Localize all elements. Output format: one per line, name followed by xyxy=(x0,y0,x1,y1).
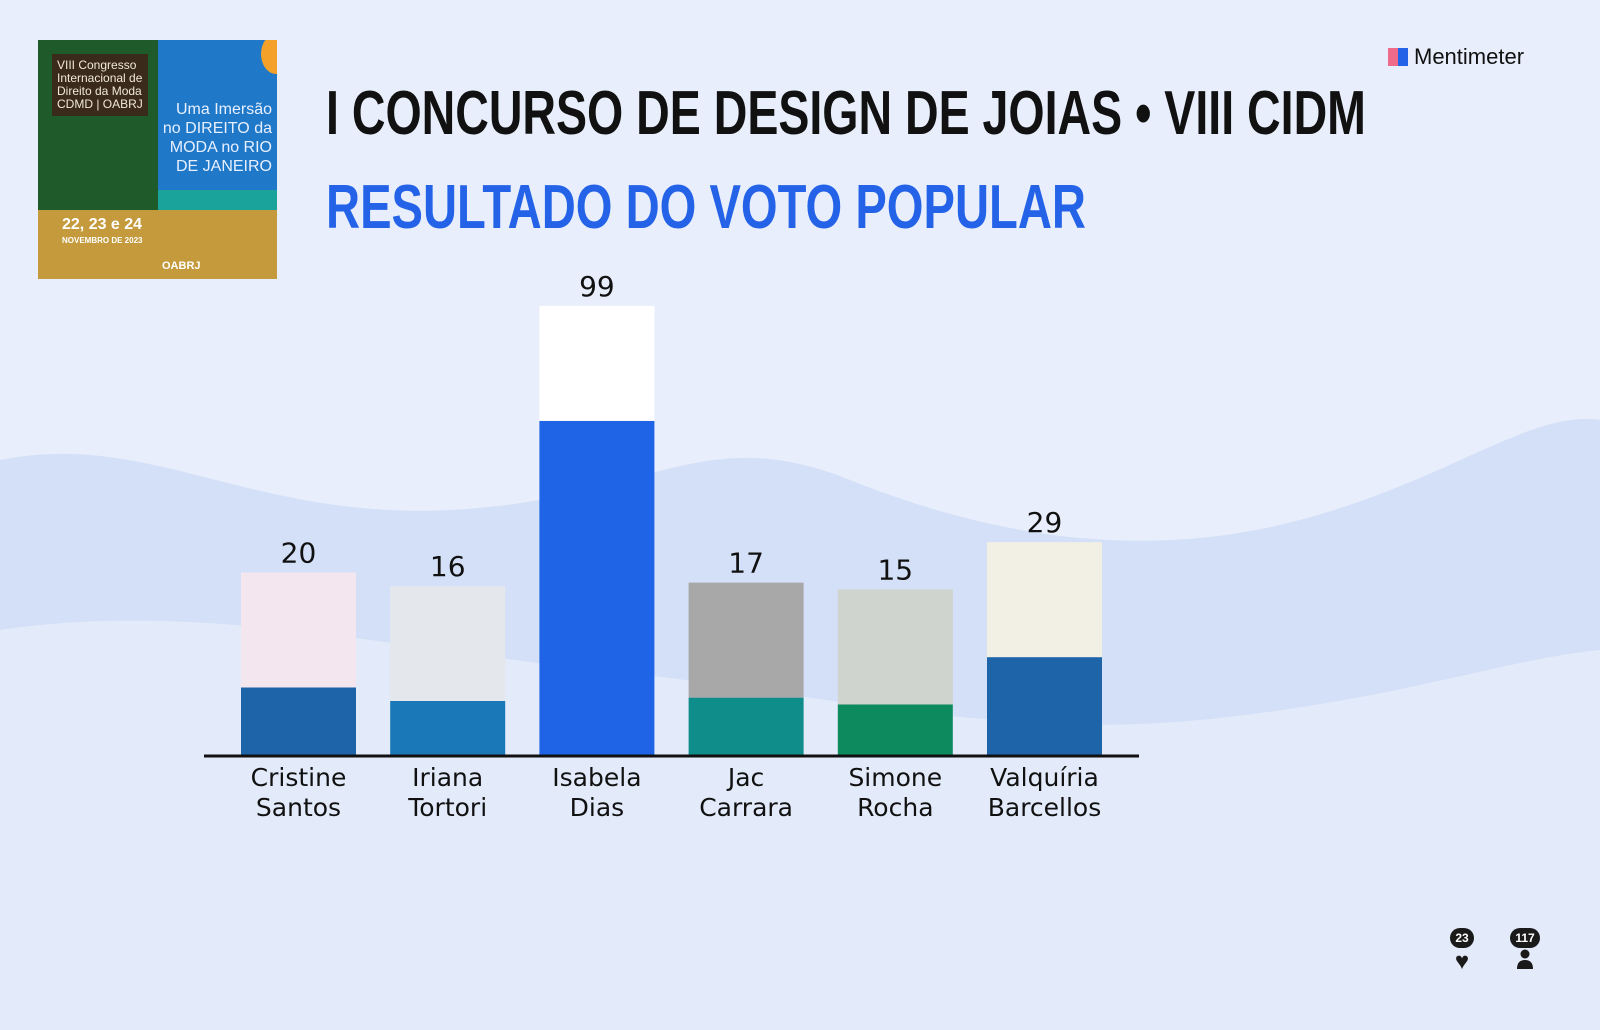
category-label: Cristine xyxy=(251,763,347,792)
bar-image xyxy=(837,589,953,705)
bar-image xyxy=(688,582,804,698)
page-title: I CONCURSO DE DESIGN DE JOIAS • VIII CID… xyxy=(326,79,1366,148)
reactions-count: 23 xyxy=(1450,928,1474,948)
category-label: Valquíria xyxy=(990,763,1099,792)
poster-org: OABRJ xyxy=(162,260,201,272)
category-label: Simone xyxy=(848,763,942,792)
brand-name: Mentimeter xyxy=(1414,44,1525,69)
category-label: Rocha xyxy=(857,793,933,822)
category-label: Dias xyxy=(570,793,625,822)
bar xyxy=(241,687,356,755)
category-label: Isabela xyxy=(552,763,641,792)
poster-title: VIII Congresso Internacional de Direito … xyxy=(52,54,148,116)
category-label: Iriana xyxy=(412,763,483,792)
bar-image xyxy=(390,586,506,701)
event-poster: VIII Congresso Internacional de Direito … xyxy=(38,40,277,279)
bar-image xyxy=(987,542,1102,658)
poster-tagline: Uma Imersão no DIREITO da MODA no RIO DE… xyxy=(162,101,272,175)
heart-icon: ♥ xyxy=(1454,948,1470,975)
bar-image xyxy=(539,305,655,421)
value-label: 29 xyxy=(1027,506,1063,539)
mentimeter-logo: Mentimeter xyxy=(1388,44,1524,70)
category-label: Santos xyxy=(256,793,341,822)
bar xyxy=(539,420,655,755)
bar xyxy=(987,657,1102,755)
category-label: Jac xyxy=(726,763,764,792)
mentimeter-logo-icon xyxy=(1388,48,1408,66)
reactions-counter[interactable]: 23 ♥ xyxy=(1440,928,1484,976)
bar-image xyxy=(241,572,356,688)
value-label: 20 xyxy=(281,537,317,570)
category-label: Barcellos xyxy=(988,793,1102,822)
bar xyxy=(688,697,804,755)
person-icon xyxy=(1503,948,1547,976)
poster-dates: 22, 23 e 24 xyxy=(62,216,143,233)
value-label: 17 xyxy=(728,547,764,580)
participants-counter[interactable]: 117 xyxy=(1503,928,1547,976)
value-label: 15 xyxy=(877,553,913,586)
participants-count: 117 xyxy=(1510,928,1540,948)
category-label: Tortori xyxy=(407,793,487,822)
page-subtitle: RESULTADO DO VOTO POPULAR xyxy=(326,173,1086,242)
value-label: 16 xyxy=(430,550,466,583)
bar xyxy=(837,704,953,755)
bar xyxy=(390,701,506,755)
category-label: Carrara xyxy=(699,793,793,822)
poster-month: NOVEMBRO DE 2023 xyxy=(62,236,143,245)
value-label: 99 xyxy=(579,270,615,303)
